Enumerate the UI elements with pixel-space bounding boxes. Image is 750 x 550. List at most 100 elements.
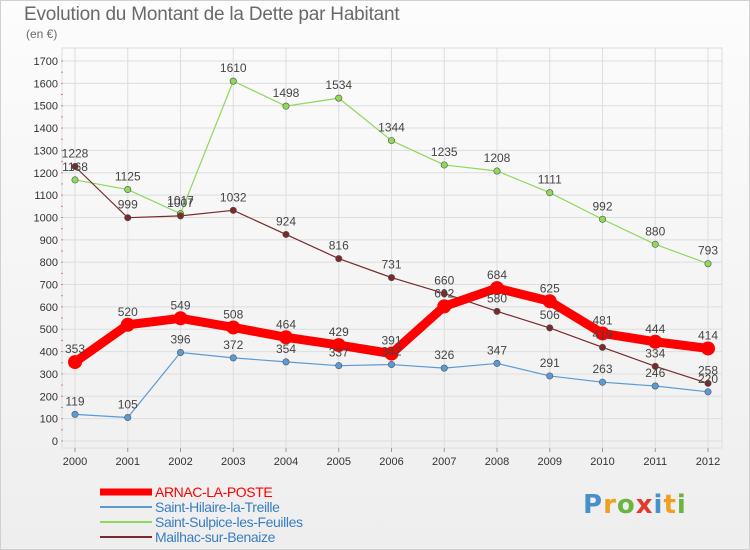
data-point xyxy=(177,348,185,356)
data-point xyxy=(387,274,395,282)
data-label: 334 xyxy=(645,346,665,360)
data-point xyxy=(546,372,554,380)
x-tick-label: 2000 xyxy=(63,456,87,468)
legend-label-arnac: ARNAC-LA-POSTE xyxy=(155,483,273,500)
data-point xyxy=(279,330,293,345)
legend: ARNAC-LA-POSTE Saint-Hilaire-la-Treille … xyxy=(100,483,303,545)
data-point xyxy=(387,137,395,145)
data-label: 602 xyxy=(434,286,454,300)
data-label: 1032 xyxy=(220,190,247,204)
y-tick-label: 1100 xyxy=(34,190,58,202)
data-point xyxy=(437,299,452,314)
data-label: 506 xyxy=(540,308,560,322)
legend-swatch-mailhac xyxy=(100,535,152,538)
legend-label-saint-sulpice: Saint-Sulpice-les-Feuilles xyxy=(155,513,303,530)
data-label: 1610 xyxy=(220,61,247,75)
data-point xyxy=(226,320,241,335)
series-layer xyxy=(68,77,715,422)
data-label: 924 xyxy=(276,214,296,228)
data-point xyxy=(546,189,554,197)
x-tick-label: 2001 xyxy=(116,456,140,468)
data-label: 684 xyxy=(487,268,507,282)
data-point xyxy=(177,212,185,220)
x-tick-label: 2005 xyxy=(327,456,351,468)
data-label: 580 xyxy=(487,291,507,305)
data-point xyxy=(440,161,448,169)
y-tick-label: 300 xyxy=(40,369,58,381)
data-label: 419 xyxy=(592,327,612,341)
data-point xyxy=(384,346,399,361)
data-point xyxy=(124,186,132,194)
y-tick-label: 1200 xyxy=(34,168,58,180)
data-point xyxy=(701,341,715,356)
data-label: 291 xyxy=(540,356,560,370)
data-label: 660 xyxy=(434,273,454,287)
y-tick-label: 200 xyxy=(40,391,58,403)
data-point xyxy=(124,414,132,422)
chart-title: Evolution du Montant de la Dette par Hab… xyxy=(24,4,400,25)
data-label: 391 xyxy=(381,334,401,348)
data-label: 1017 xyxy=(167,194,194,208)
data-label: 481 xyxy=(592,313,612,327)
data-label: 263 xyxy=(592,362,612,376)
data-label: 816 xyxy=(329,239,349,253)
data-point xyxy=(282,230,290,238)
y-tick-label: 1000 xyxy=(34,212,58,224)
grid xyxy=(61,47,723,449)
x-tick-label: 2011 xyxy=(643,456,667,468)
data-point xyxy=(546,324,554,332)
data-point xyxy=(651,382,659,390)
data-label: 220 xyxy=(698,372,718,386)
x-tick-label: 2007 xyxy=(432,456,456,468)
data-point xyxy=(595,326,610,341)
legend-swatch-arnac xyxy=(100,488,152,495)
data-point xyxy=(68,355,82,370)
data-point xyxy=(173,311,188,326)
data-label: 1111 xyxy=(538,173,562,187)
data-point xyxy=(331,338,346,353)
data-label: 999 xyxy=(118,198,138,212)
data-point xyxy=(704,388,712,396)
x-tick-label: 2010 xyxy=(590,456,614,468)
data-point xyxy=(704,379,712,387)
data-point xyxy=(335,255,343,263)
data-label: 625 xyxy=(540,281,560,295)
proxiti-logo: Proxiti xyxy=(583,490,687,520)
data-label: 354 xyxy=(276,342,296,356)
y-tick-label: 1300 xyxy=(34,145,58,157)
y-tick-label: 700 xyxy=(40,280,58,292)
data-label: 731 xyxy=(381,258,401,272)
data-label: 342 xyxy=(381,345,401,359)
data-label: 429 xyxy=(329,325,349,339)
y-tick-label: 500 xyxy=(40,324,58,336)
data-point xyxy=(598,215,606,223)
chart-subtitle: (en €) xyxy=(26,27,58,41)
legend-swatch-saint-hilaire xyxy=(100,505,152,508)
data-labels: 353 520 549 508 464 429 391 602 684 625 481 444 414 1… xyxy=(62,61,719,411)
data-label: 414 xyxy=(698,328,718,342)
data-point xyxy=(493,307,501,315)
data-label: 444 xyxy=(645,322,665,336)
legend-label-saint-hilaire: Saint-Hilaire-la-Treille xyxy=(155,498,280,515)
axes: 0 100 200 300 400 500 600 700 800 900 1000 1100 1200… xyxy=(34,56,721,468)
data-label: 326 xyxy=(434,348,454,362)
x-tick-label: 2004 xyxy=(274,456,298,468)
legend-item-saint-sulpice: Saint-Sulpice-les-Feuilles xyxy=(100,513,303,530)
legend-item-arnac: ARNAC-LA-POSTE xyxy=(100,483,303,500)
y-tick-label: 1400 xyxy=(34,123,58,135)
legend-label-mailhac: Mailhac-sur-Benaize xyxy=(155,528,276,545)
data-point xyxy=(440,289,448,297)
data-label: 1344 xyxy=(378,121,405,135)
data-label: 1125 xyxy=(115,170,141,184)
data-point xyxy=(71,410,79,418)
legend-item-saint-hilaire: Saint-Hilaire-la-Treille xyxy=(100,498,303,515)
y-tick-label: 1700 xyxy=(34,56,58,68)
x-tick-label: 2003 xyxy=(221,456,245,468)
legend-item-mailhac: Mailhac-sur-Benaize xyxy=(100,528,303,545)
y-tick-label: 800 xyxy=(40,257,58,269)
y-tick-label: 0 xyxy=(52,436,58,448)
data-label: 337 xyxy=(329,346,349,360)
data-label: 464 xyxy=(276,317,296,331)
